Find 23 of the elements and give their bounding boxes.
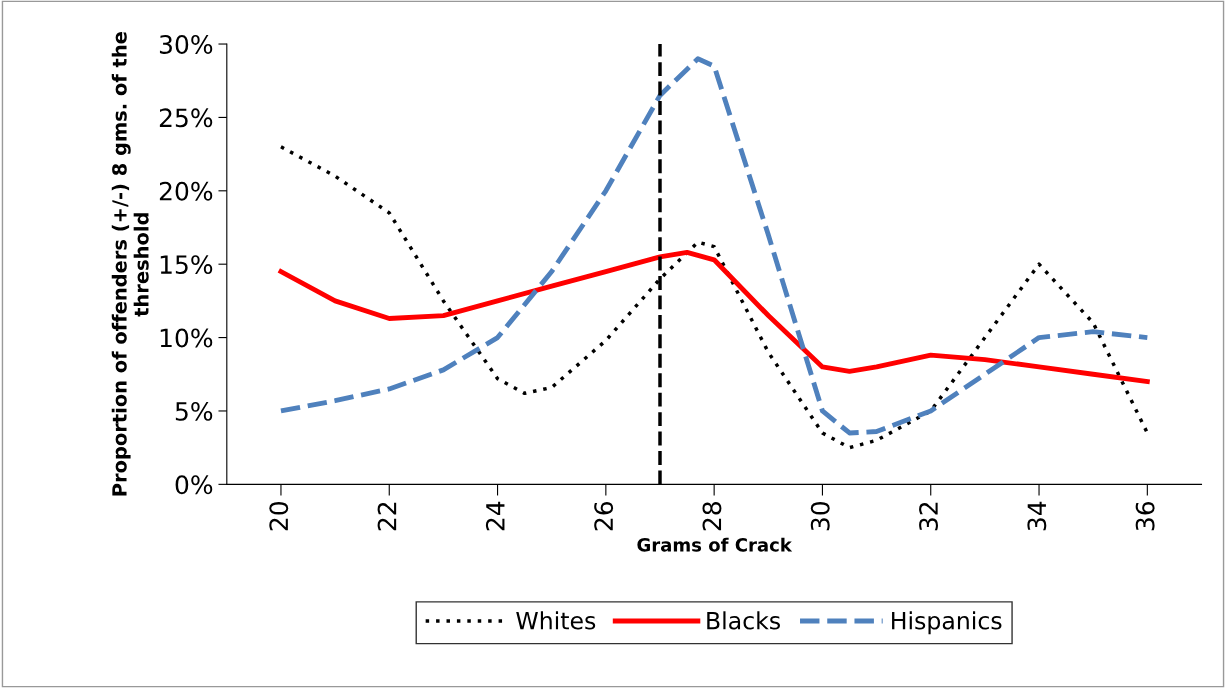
x-tick-label: 34 bbox=[1027, 501, 1047, 531]
y-tick-label: 25% bbox=[159, 108, 213, 128]
legend-label: Blacks bbox=[707, 611, 780, 630]
x-tick-label: 26 bbox=[594, 501, 614, 531]
y-tick-label: 0% bbox=[175, 475, 213, 495]
x-tick-label: 28 bbox=[702, 502, 722, 531]
legend-label: Whites bbox=[516, 611, 596, 630]
x-tick-label: 20 bbox=[269, 501, 289, 531]
legend-label: Hispanics bbox=[892, 611, 1002, 635]
x-axis-title: Grams of Crack bbox=[637, 537, 793, 552]
y-tick-label: 30% bbox=[159, 34, 213, 54]
x-tick-label: 22 bbox=[377, 502, 397, 531]
x-tick-label: 24 bbox=[485, 501, 505, 531]
y-tick-label: 10% bbox=[160, 328, 213, 348]
x-tick-label: 30 bbox=[810, 501, 830, 531]
line-series bbox=[278, 250, 1150, 385]
x-tick-label: 36 bbox=[1135, 501, 1155, 531]
y-tick-label: 5% bbox=[175, 401, 213, 421]
y-tick-label: 15% bbox=[160, 255, 213, 275]
y-tick-label: 20% bbox=[159, 181, 213, 201]
x-tick-label: 32 bbox=[919, 502, 938, 531]
y-axis-title: Proportion of offenders (+/-) 8 gms. of the threshold bbox=[111, 32, 149, 496]
line-series bbox=[278, 56, 1150, 436]
